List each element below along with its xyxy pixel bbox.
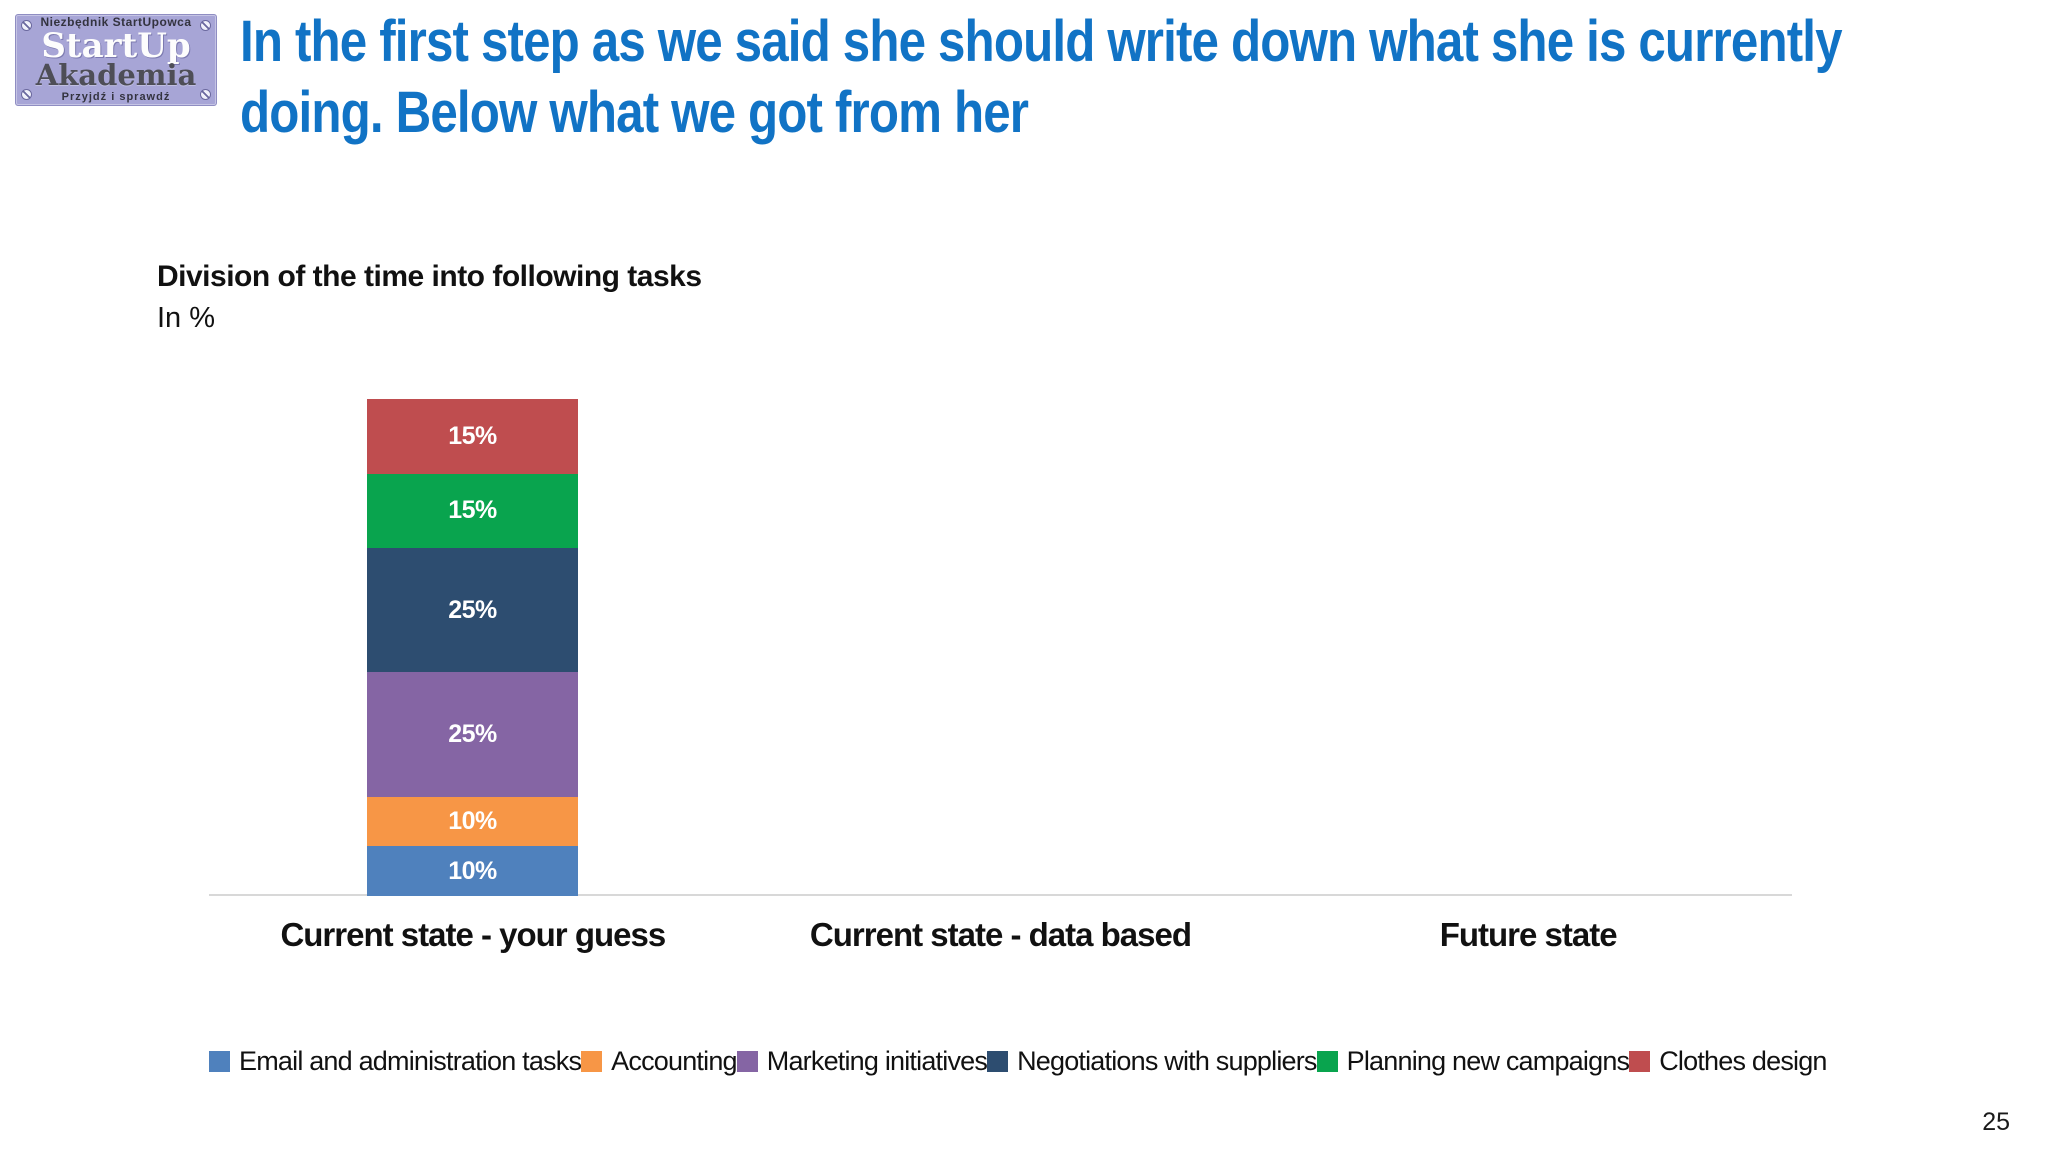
legend-item: Negotiations with suppliers: [987, 1046, 1317, 1077]
x-axis-line: [209, 894, 1792, 896]
legend-swatch: [1316, 1051, 1338, 1072]
bar-segment-label: 15%: [448, 496, 497, 525]
bar-segment: 15%: [367, 399, 578, 474]
legend-label: Email and administration tasks: [239, 1046, 582, 1076]
logo-tagline-bottom: Przyjdź i sprawdź: [61, 91, 171, 103]
bar-segment-label: 10%: [448, 806, 497, 835]
page-number: 25: [1982, 1108, 2010, 1136]
stacked-bar: 15% 15% 25% 25% 10% 10%: [367, 399, 578, 896]
legend-label: Planning new campaigns: [1346, 1046, 1630, 1076]
category-label: Current state - your guess: [280, 916, 666, 953]
legend-label: Clothes design: [1659, 1046, 1827, 1076]
logo-title: StartUp: [41, 26, 191, 66]
logo-tagline-top: Niezbędnik StartUpowca: [40, 15, 192, 29]
legend-swatch: [736, 1051, 758, 1072]
logo-subtitle: Akademia: [35, 58, 197, 92]
bar-segment-label: 10%: [448, 856, 497, 885]
legend-item: Email and administration tasks: [209, 1046, 582, 1077]
bar-segment-label: 25%: [448, 719, 497, 748]
bar-segment: 15%: [367, 473, 578, 549]
bar-segment: 25%: [367, 548, 578, 673]
legend-item: Accounting: [581, 1046, 738, 1077]
legend-swatch: [1629, 1051, 1651, 1072]
chart-title: Division of the time into following task…: [157, 260, 702, 293]
page-title-line2: doing. Below what we got from her: [240, 80, 1029, 145]
bar-segment-label: 15%: [448, 421, 497, 450]
startup-akademia-logo: Niezbędnik StartUpowca StartUp Akademia …: [15, 14, 217, 106]
legend-item: Planning new campaigns: [1316, 1046, 1630, 1077]
legend-label: Marketing initiatives: [766, 1046, 988, 1076]
chart-legend: Email and administration tasks Accounting…: [209, 1046, 1827, 1077]
bar-segment: 25%: [367, 672, 578, 797]
screw-icon: [200, 89, 211, 100]
screw-icon: [200, 20, 211, 31]
screw-icon: [21, 89, 32, 100]
category-label: Future state: [1439, 916, 1618, 953]
legend-label: Accounting: [611, 1046, 737, 1076]
bar-segment-label: 25%: [448, 595, 497, 624]
screw-icon: [21, 20, 32, 31]
category-label: Current state - data based: [809, 916, 1192, 953]
legend-swatch: [987, 1051, 1009, 1072]
page-title: In the first step as we said she should …: [240, 6, 1843, 148]
bar-segment: 10%: [367, 846, 578, 896]
bar-segment: 10%: [367, 796, 578, 847]
legend-label: Negotiations with suppliers: [1017, 1046, 1317, 1076]
legend-item: Marketing initiatives: [736, 1046, 988, 1077]
page-title-line1: In the first step as we said she should …: [240, 9, 1843, 74]
legend-item: Clothes design: [1629, 1046, 1827, 1077]
legend-swatch: [209, 1051, 230, 1072]
legend-swatch: [581, 1051, 603, 1072]
chart-subtitle: In %: [157, 302, 216, 334]
